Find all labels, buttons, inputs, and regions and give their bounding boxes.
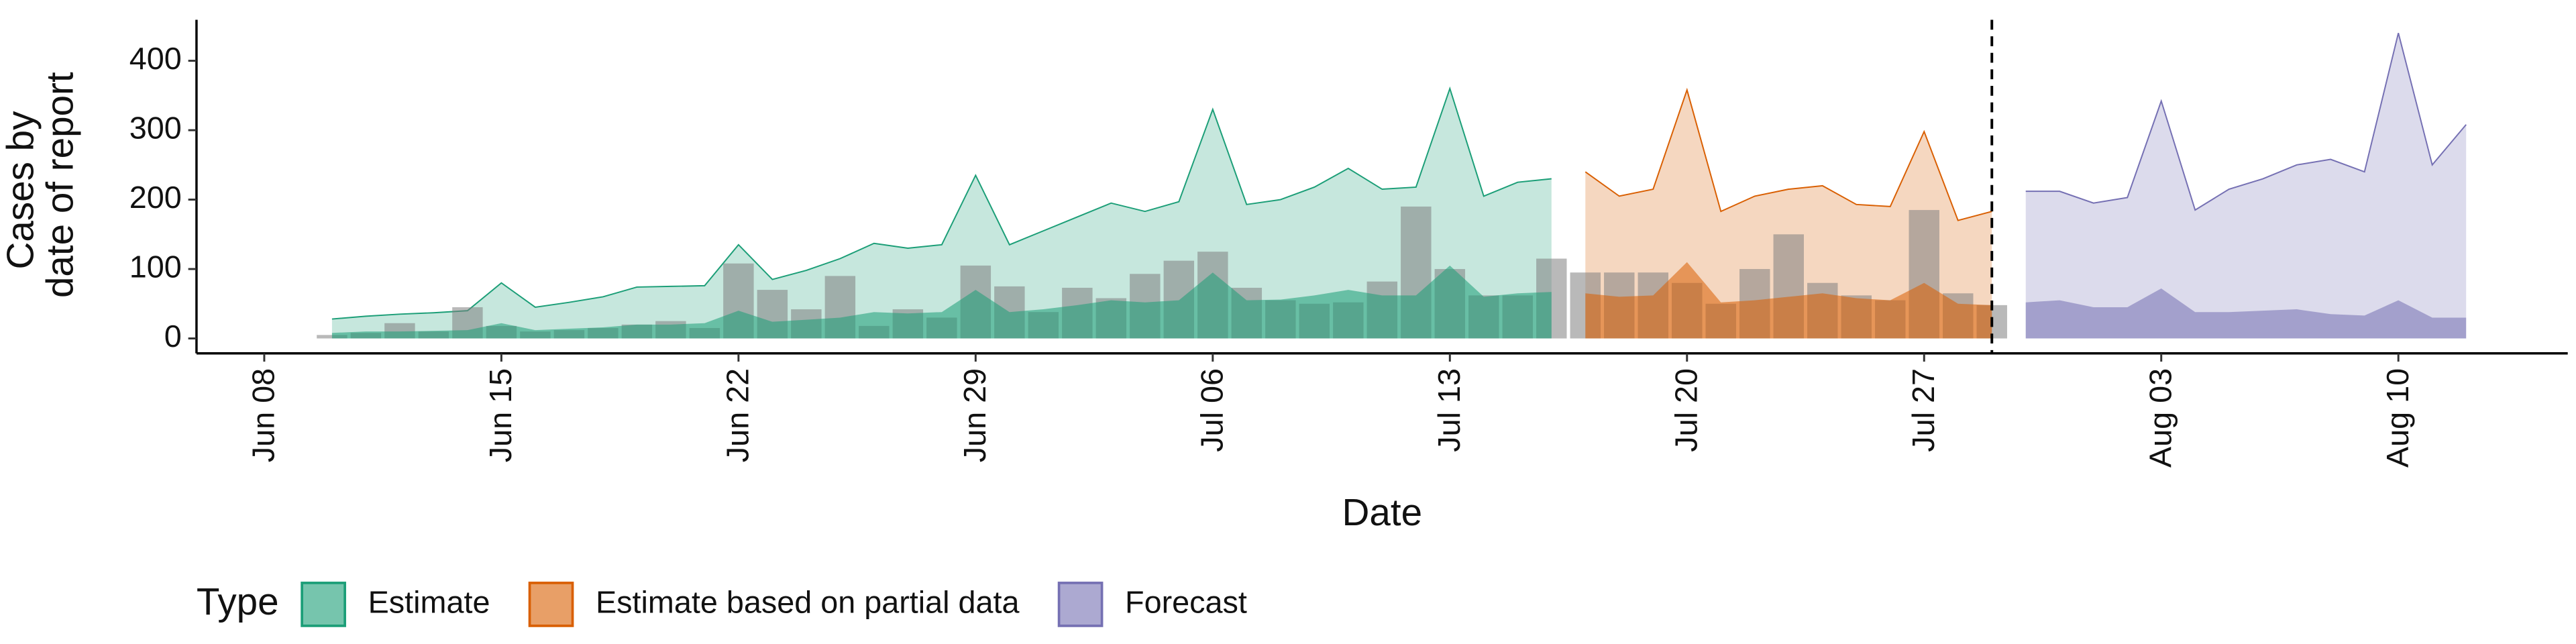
legend-label: Estimate: [368, 584, 490, 619]
y-axis-title: Cases by date of report: [0, 72, 80, 298]
x-axis-title: Date: [1342, 491, 1423, 533]
x-tick-label: Jun 08: [246, 368, 281, 462]
x-tick-label: Jul 06: [1195, 368, 1230, 452]
y-tick-label: 100: [129, 249, 182, 284]
legend-swatch: [1057, 582, 1104, 627]
legend-label: Forecast: [1125, 584, 1247, 619]
x-tick-label: Jul 13: [1432, 368, 1466, 452]
outer-ribbon: [331, 88, 1552, 339]
legend-title: Type: [197, 580, 279, 623]
y-axis-title-line: Cases by: [0, 111, 41, 270]
y-tick-label: 300: [129, 110, 182, 145]
outer-line: [2025, 32, 2467, 211]
x-tick-label: Aug 03: [2143, 368, 2178, 468]
x-tick-label: Jun 15: [483, 368, 518, 462]
legend-label: Estimate based on partial data: [596, 584, 1020, 619]
legend-swatch: [301, 582, 346, 627]
inner-ribbon: [331, 265, 1552, 339]
x-tick-label: Aug 10: [2380, 368, 2415, 468]
x-tick-label: Jun 29: [957, 368, 992, 462]
x-tick-label: Jun 22: [720, 368, 755, 462]
x-tick-label: Jul 20: [1669, 368, 1704, 452]
outer-line: [1585, 87, 1992, 221]
outer-ribbon: [2025, 33, 2467, 339]
inner-ribbon: [2025, 288, 2467, 339]
y-tick-label: 200: [129, 180, 182, 215]
x-tick-label: Jul 27: [1906, 368, 1941, 452]
inner-ribbon: [1585, 262, 1992, 339]
y-tick-label: 400: [129, 41, 182, 76]
y-tick-label: 0: [164, 319, 182, 354]
y-axis-title-line: date of report: [38, 72, 80, 298]
outer-line: [331, 86, 1552, 320]
legend-swatch: [528, 582, 574, 627]
